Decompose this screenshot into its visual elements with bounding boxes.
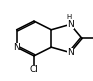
Text: N: N — [67, 48, 74, 57]
Text: H: H — [67, 14, 72, 20]
Text: N: N — [67, 20, 74, 29]
Text: Cl: Cl — [29, 65, 38, 74]
Text: N: N — [13, 43, 20, 52]
